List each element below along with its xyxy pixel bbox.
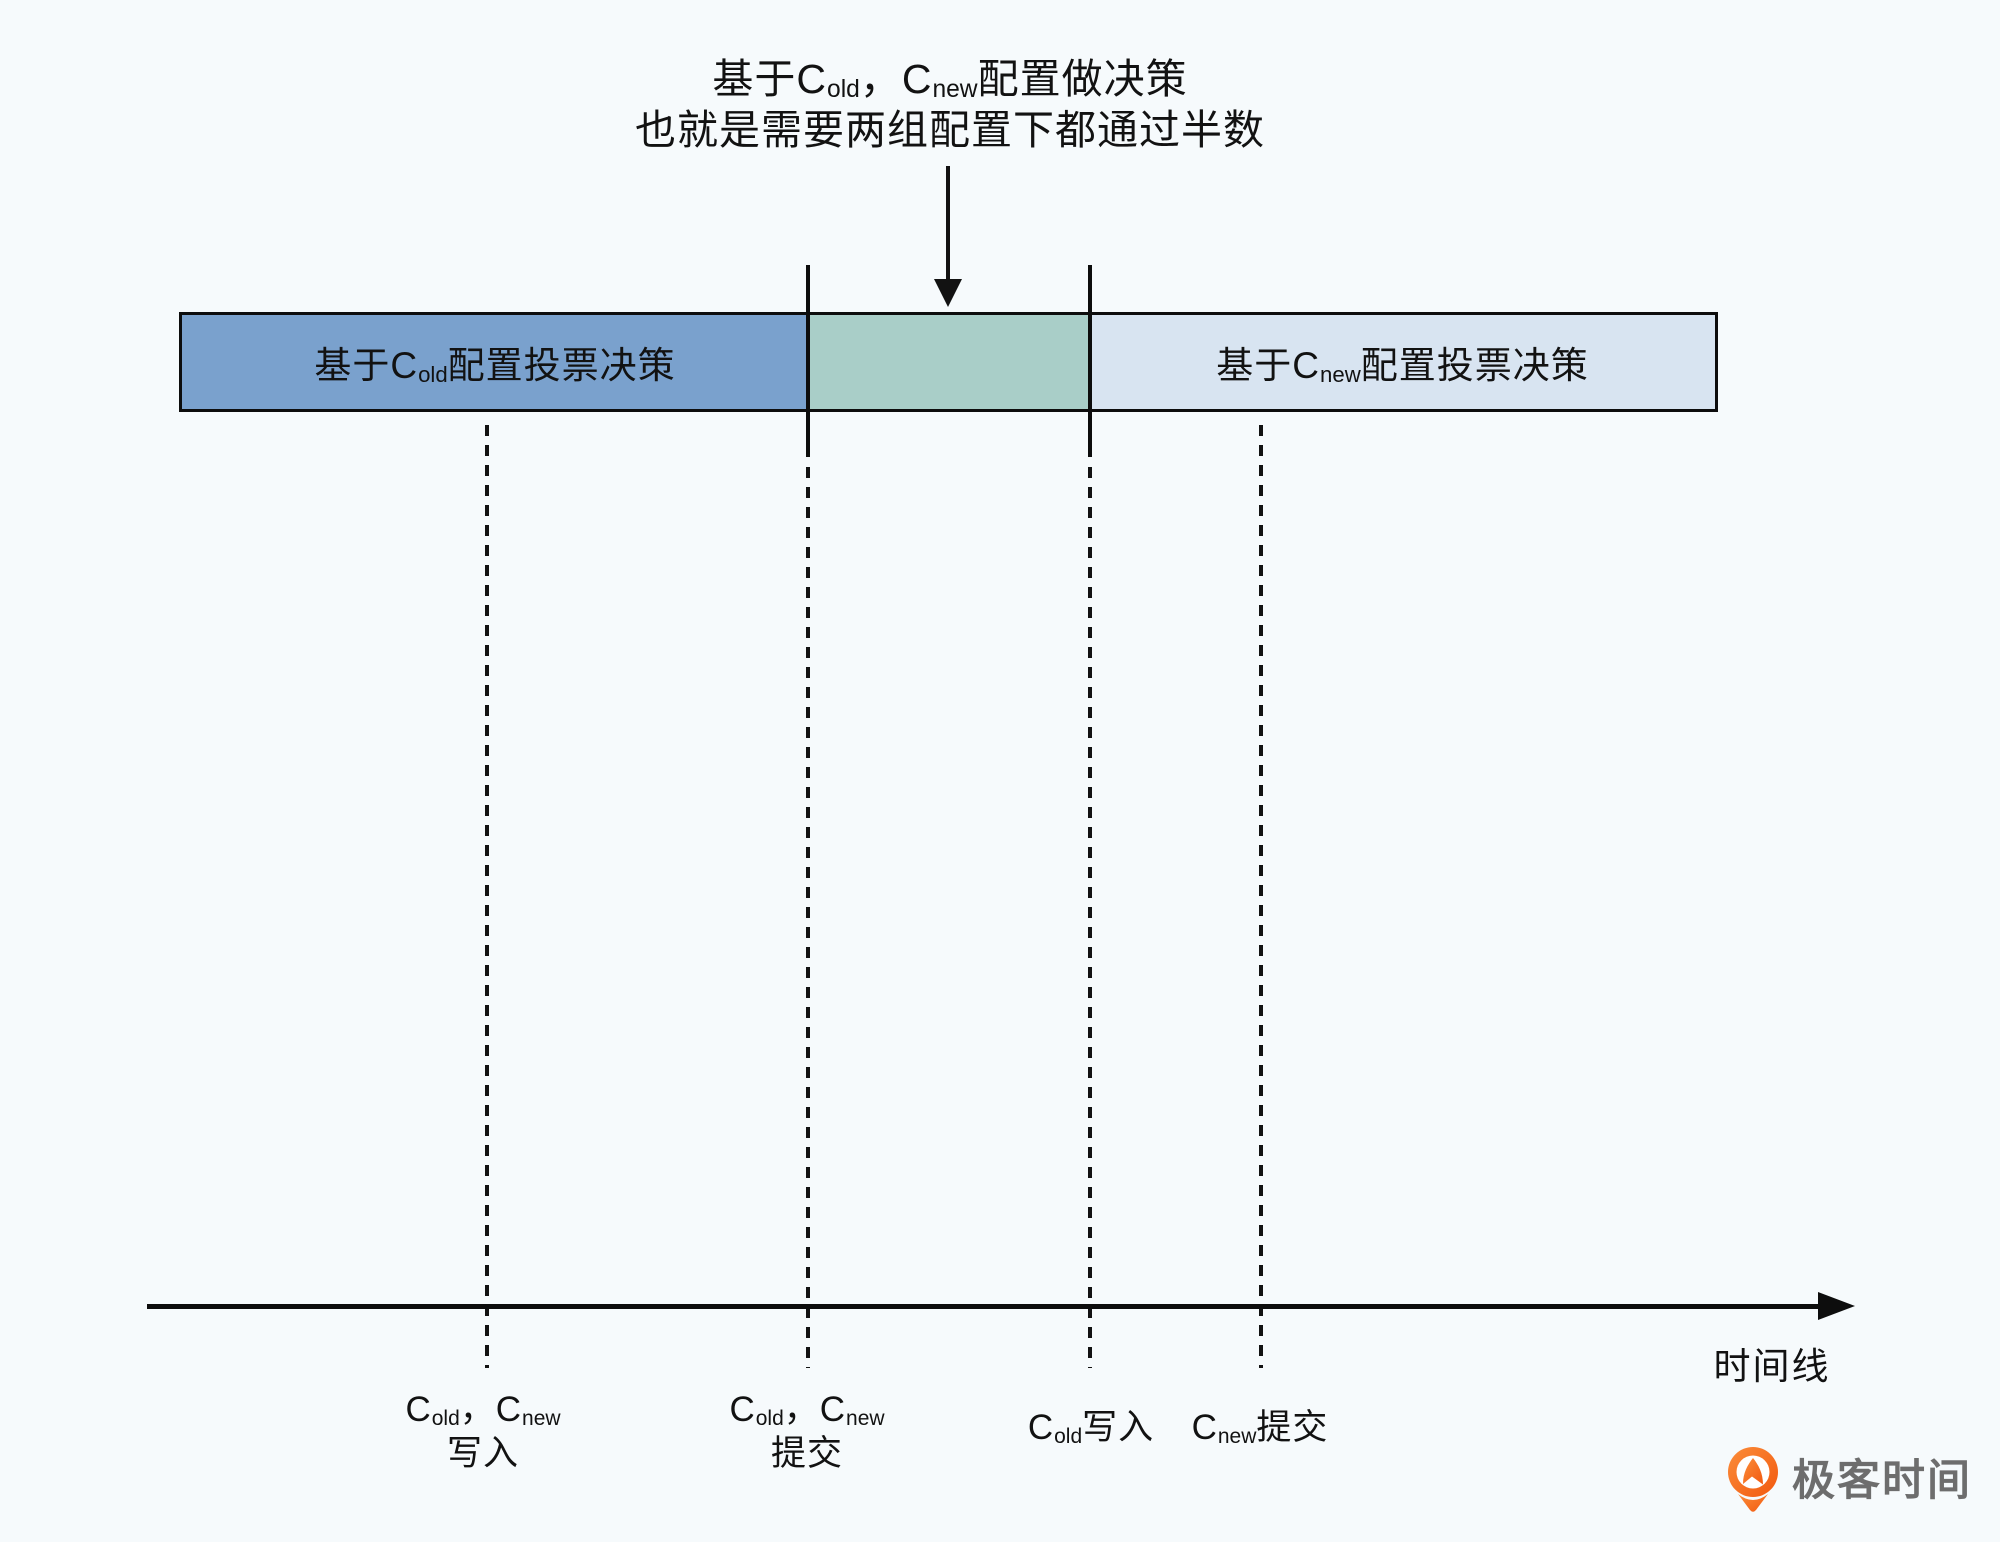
geektime-logo-text: 极客时间	[1792, 1457, 1972, 1505]
timeline-label: 时间线	[1713, 1346, 1831, 1387]
milestone-label-cold-write: Cold写入	[1027, 1408, 1155, 1448]
dashed-line-old-new-commit	[806, 467, 810, 1368]
annotation-line2: 也就是需要两组配置下都通过半数	[635, 107, 1265, 153]
boundary-line-joint-end	[1088, 265, 1092, 457]
timeline-axis	[147, 1304, 1820, 1309]
segment-joint-config	[808, 315, 1090, 409]
segment-cold-config: 基于Cold配置投票决策	[182, 315, 808, 409]
segment-cnew-label: 基于Cnew配置投票决策	[1216, 345, 1589, 387]
segment-cnew-config: 基于Cnew配置投票决策	[1090, 315, 1715, 409]
segment-cold-label: 基于Cold配置投票决策	[314, 345, 676, 387]
milestone-write-line1: Cold，Cnew	[405, 1390, 561, 1430]
dashed-line-old-write	[1088, 467, 1092, 1368]
dashed-line-old-new-write	[485, 425, 489, 1368]
timeline-arrow-head	[1818, 1292, 1855, 1320]
annotation-line1: 基于Cold，Cnew配置做决策	[712, 56, 1188, 104]
geektime-logo: 极客时间	[1724, 1444, 1972, 1518]
milestone-label-commit: Cold，Cnew 提交	[647, 1388, 967, 1476]
down-arrow-shaft	[946, 166, 950, 280]
geektime-logo-icon	[1728, 1447, 1778, 1512]
milestone-commit-line2: 提交	[770, 1434, 843, 1473]
milestone-write-line2: 写入	[446, 1434, 519, 1473]
milestone-commit-line1: Cold，Cnew	[729, 1390, 885, 1430]
milestone-label-cnew-commit: Cnew提交	[1191, 1408, 1329, 1448]
config-phase-bar: 基于Cold配置投票决策 基于Cnew配置投票决策	[179, 312, 1718, 412]
annotation-text: 基于Cold，Cnew配置做决策 也就是需要两组配置下都通过半数	[350, 54, 1550, 156]
boundary-line-joint-start	[806, 265, 810, 457]
down-arrow-head	[934, 279, 962, 307]
milestone-label-write: Cold，Cnew 写入	[323, 1388, 643, 1476]
dashed-line-new-commit	[1259, 425, 1263, 1368]
